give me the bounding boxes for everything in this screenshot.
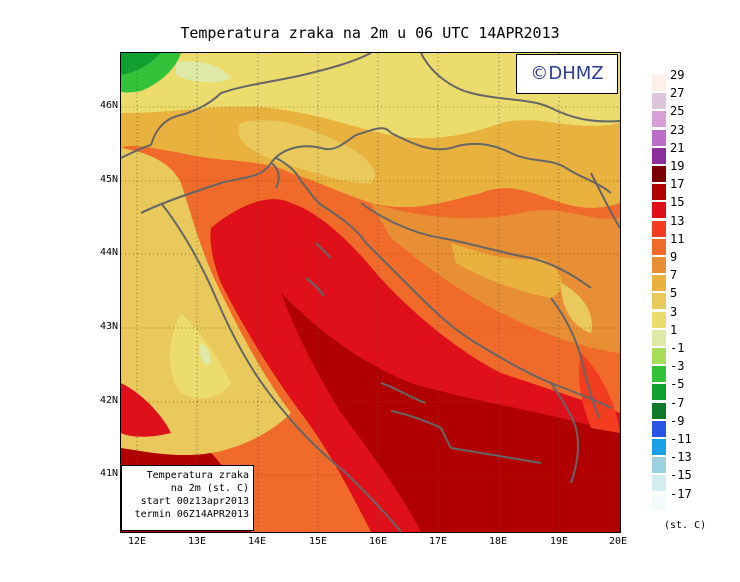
lat-tick-46: 46N bbox=[99, 100, 118, 111]
lon-tick-18: 18E bbox=[488, 536, 508, 547]
legend-label: 13 bbox=[670, 213, 685, 228]
info-line-unit: na 2m (st. C) bbox=[170, 483, 249, 494]
legend-label: -7 bbox=[670, 395, 685, 410]
istria-upland bbox=[238, 120, 375, 184]
legend-swatch bbox=[652, 457, 666, 474]
lat-tick-41: 41N bbox=[99, 468, 118, 479]
south-west-warm bbox=[121, 383, 171, 437]
legend-label: -13 bbox=[670, 450, 692, 465]
legend-label: 25 bbox=[670, 104, 685, 119]
legend-swatch bbox=[652, 329, 666, 346]
lat-tick-44: 44N bbox=[99, 247, 118, 258]
lat-tick-42: 42N bbox=[99, 395, 118, 406]
lon-tick-17: 17E bbox=[428, 536, 448, 547]
legend-label: 17 bbox=[670, 177, 685, 192]
legend-label: -17 bbox=[670, 486, 692, 501]
legend-swatch bbox=[652, 311, 666, 328]
legend-swatch bbox=[652, 402, 666, 419]
coastlines bbox=[121, 53, 620, 532]
lon-tick-14: 14E bbox=[247, 536, 267, 547]
legend-label: 11 bbox=[670, 231, 685, 246]
east-coast-warm bbox=[579, 353, 620, 433]
legend-swatch bbox=[652, 275, 666, 292]
info-line-termin: termin 06Z14APR2013 bbox=[134, 509, 249, 520]
legend-label: -9 bbox=[670, 413, 685, 428]
legend-swatch bbox=[652, 293, 666, 310]
legend-swatch bbox=[652, 184, 666, 201]
legend-swatch bbox=[652, 366, 666, 383]
lon-tick-12: 12E bbox=[127, 536, 147, 547]
legend-swatch bbox=[652, 493, 666, 510]
info-box: Temperatura zraka na 2m (st. C) start 00… bbox=[121, 465, 254, 531]
info-line-start: start 00z13apr2013 bbox=[140, 496, 249, 507]
legend-swatch bbox=[652, 111, 666, 128]
legend-label: 23 bbox=[670, 122, 685, 137]
balkan-mountain bbox=[561, 283, 592, 333]
legend-swatch bbox=[652, 166, 666, 182]
legend-label: 1 bbox=[670, 322, 678, 337]
legend-label: -1 bbox=[670, 341, 685, 355]
lat-tick-45: 45N bbox=[99, 174, 118, 185]
north-cool-band bbox=[121, 53, 620, 139]
map-canvas bbox=[121, 53, 620, 532]
legend-label: 15 bbox=[670, 195, 685, 210]
legend-label: 27 bbox=[670, 86, 685, 101]
legend-label: 5 bbox=[670, 286, 678, 301]
legend-label: 19 bbox=[670, 159, 685, 173]
legend-swatch bbox=[652, 348, 666, 364]
legend-swatch bbox=[652, 202, 666, 219]
legend-swatch bbox=[652, 220, 666, 237]
legend-label: -11 bbox=[670, 432, 692, 446]
alps-colder bbox=[121, 53, 161, 75]
italy-land bbox=[121, 148, 291, 456]
legend-label: 7 bbox=[670, 268, 678, 283]
adriatic-hot bbox=[281, 293, 620, 532]
italy-cool-spot bbox=[199, 343, 211, 365]
legend-swatch bbox=[652, 384, 666, 401]
legend-label: -15 bbox=[670, 468, 692, 483]
legend-label: -3 bbox=[670, 359, 685, 374]
legend-label: 3 bbox=[670, 304, 678, 319]
legend-unit-label: (st. C) bbox=[664, 520, 707, 531]
legend-label: 9 bbox=[670, 250, 678, 264]
legend-label: 21 bbox=[670, 140, 685, 155]
balkan-cool-patch bbox=[451, 243, 562, 298]
lon-tick-16: 16E bbox=[368, 536, 388, 547]
lon-tick-13: 13E bbox=[187, 536, 207, 547]
alps-pale bbox=[176, 61, 231, 83]
legend-swatch bbox=[652, 75, 666, 91]
info-line-variable: Temperatura zraka bbox=[146, 470, 249, 481]
legend-swatch bbox=[652, 475, 666, 492]
lat-tick-43: 43N bbox=[99, 321, 118, 332]
legend-swatch bbox=[652, 93, 666, 110]
legend-swatch bbox=[652, 238, 666, 255]
map-title: Temperatura zraka na 2m u 06 UTC 14APR20… bbox=[180, 24, 560, 42]
lon-tick-20: 20E bbox=[608, 536, 628, 547]
legend-label: 29 bbox=[670, 68, 685, 82]
legend-swatch bbox=[652, 439, 666, 455]
lon-tick-15: 15E bbox=[308, 536, 328, 547]
copyright-logo: ©DHMZ bbox=[516, 54, 618, 94]
lon-tick-19: 19E bbox=[549, 536, 569, 547]
legend-swatch bbox=[652, 420, 666, 437]
legend-swatch bbox=[652, 257, 666, 273]
legend-swatch bbox=[652, 129, 666, 146]
temperature-map[interactable] bbox=[120, 52, 621, 533]
legend-label: -5 bbox=[670, 377, 685, 392]
legend-swatch bbox=[652, 147, 666, 164]
